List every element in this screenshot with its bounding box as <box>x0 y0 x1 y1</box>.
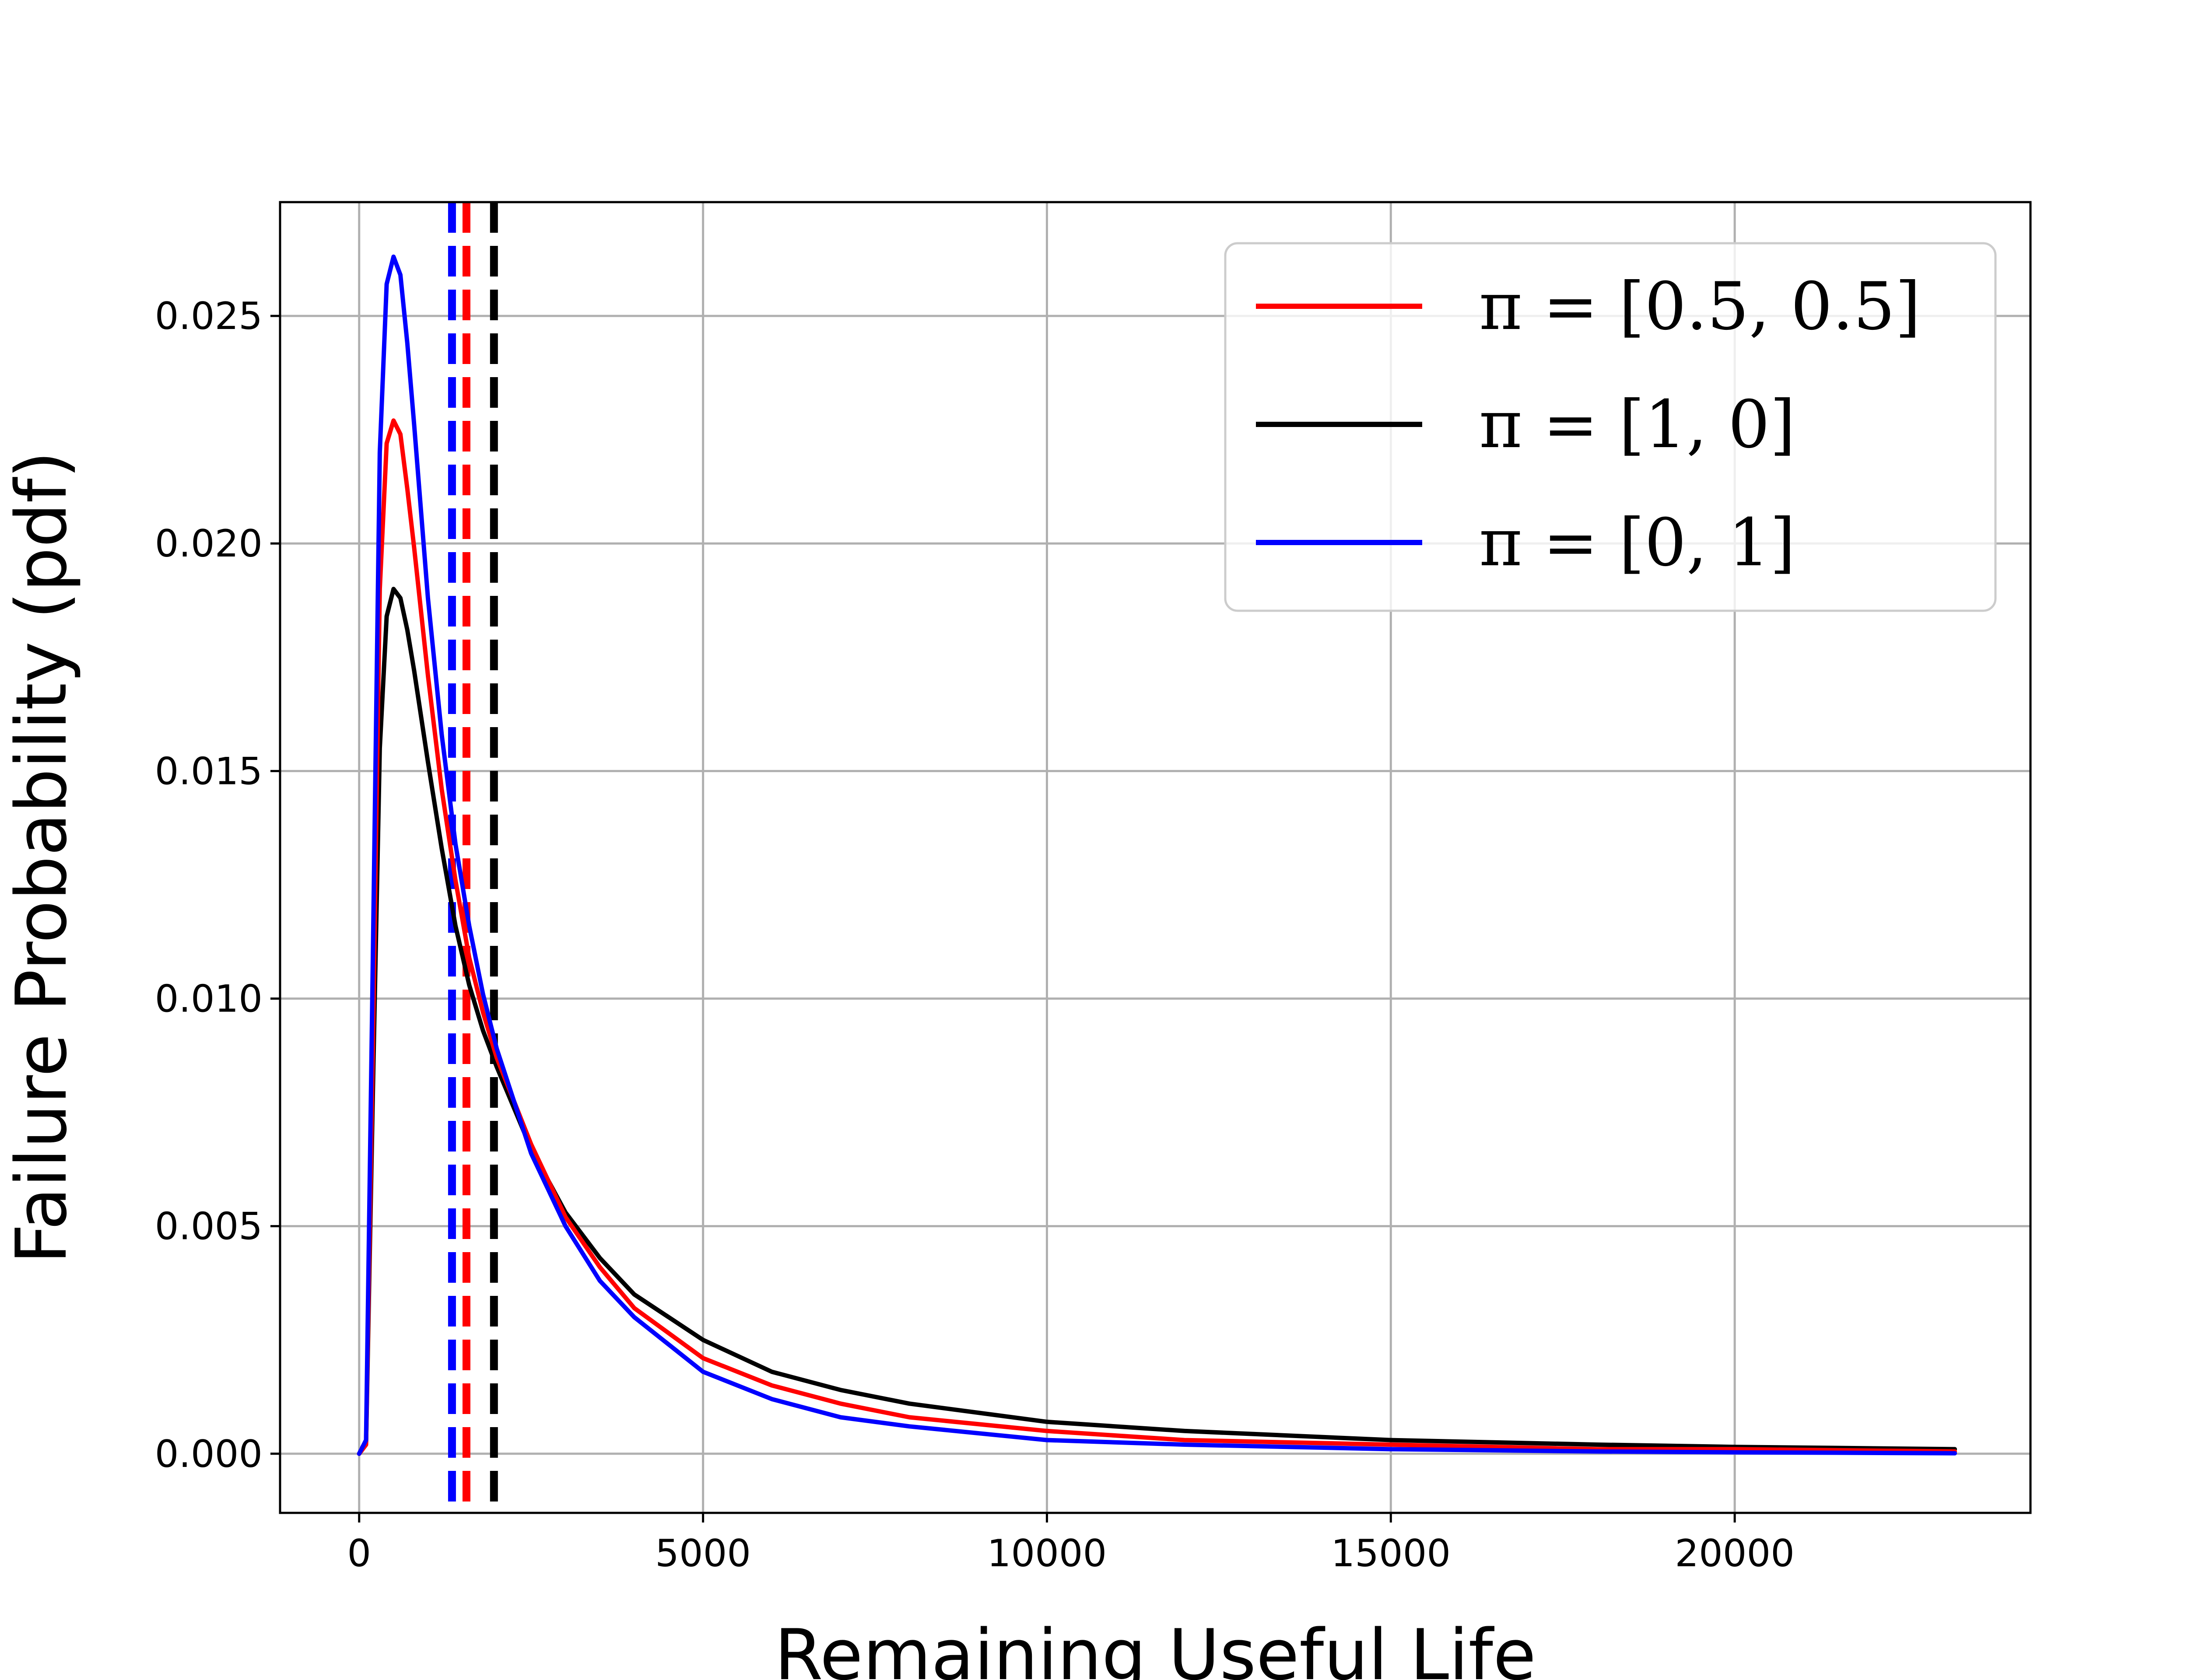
legend-label-1: π = [1, 0] <box>1479 387 1795 463</box>
x-tick-label: 0 <box>347 1532 371 1575</box>
x-tick-label: 10000 <box>987 1532 1107 1575</box>
legend-label-2: π = [0, 1] <box>1479 505 1795 581</box>
y-axis-ticks: 0.000 0.005 0.010 0.015 0.020 0.025 <box>155 294 280 1476</box>
y-tick-label: 0.025 <box>155 294 263 338</box>
x-axis-ticks: 0 5000 10000 15000 20000 <box>347 1513 1795 1575</box>
series-line-2 <box>357 254 1957 1456</box>
y-tick-label: 0.020 <box>155 522 263 566</box>
series-line-0 <box>357 418 1957 1456</box>
legend-label-0: π = [0.5, 0.5] <box>1479 269 1921 345</box>
plot-frame <box>279 201 2032 1514</box>
series-line-1 <box>357 587 1957 1456</box>
y-tick-label: 0.010 <box>155 977 263 1021</box>
legend-box <box>1224 242 1997 612</box>
x-tick-label: 5000 <box>655 1532 751 1575</box>
x-axis-label: Remaining Useful Life <box>775 1614 1536 1680</box>
y-tick-label: 0.005 <box>155 1205 263 1249</box>
y-axis-label: Failure Probability (pdf) <box>0 451 82 1264</box>
x-tick-label: 15000 <box>1331 1532 1451 1575</box>
series-lines <box>357 254 1957 1456</box>
x-tick-label: 20000 <box>1675 1532 1795 1575</box>
y-tick-label: 0.000 <box>155 1432 263 1476</box>
legend: π = [0.5, 0.5] π = [1, 0] π = [0, 1] <box>1224 242 1997 612</box>
y-tick-label: 0.015 <box>155 749 263 793</box>
